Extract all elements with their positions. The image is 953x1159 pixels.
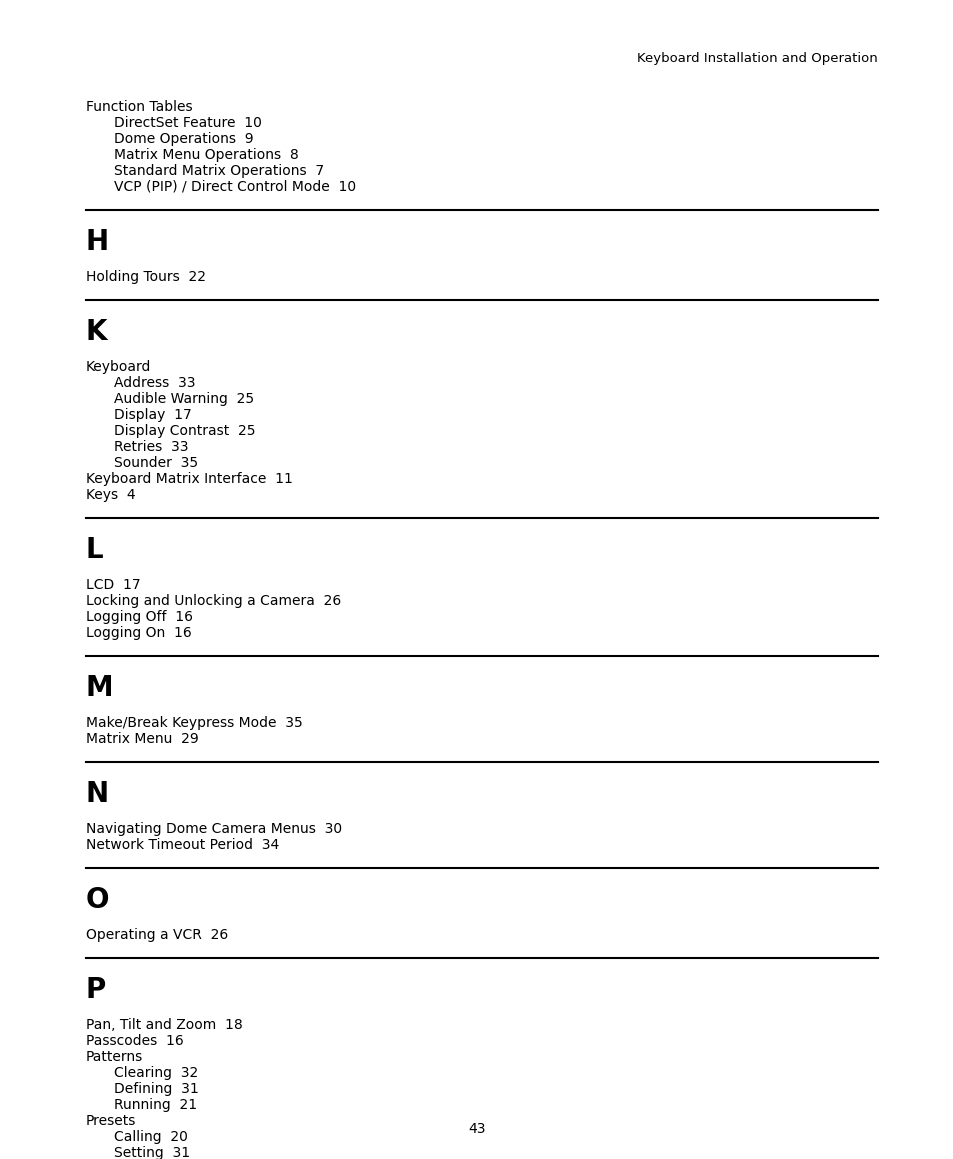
Text: M: M [86,675,113,702]
Text: Locking and Unlocking a Camera  26: Locking and Unlocking a Camera 26 [86,595,341,608]
Text: Calling  20: Calling 20 [113,1130,188,1144]
Text: Matrix Menu Operations  8: Matrix Menu Operations 8 [113,148,298,162]
Text: DirectSet Feature  10: DirectSet Feature 10 [113,116,262,130]
Text: Display Contrast  25: Display Contrast 25 [113,424,255,438]
Text: Setting  31: Setting 31 [113,1146,190,1159]
Text: Logging On  16: Logging On 16 [86,626,192,640]
Text: Presets: Presets [86,1114,136,1128]
Text: Keyboard Installation and Operation: Keyboard Installation and Operation [637,52,877,65]
Text: Keyboard Matrix Interface  11: Keyboard Matrix Interface 11 [86,472,293,486]
Text: Network Timeout Period  34: Network Timeout Period 34 [86,838,279,852]
Text: Keyboard: Keyboard [86,360,152,374]
Text: Running  21: Running 21 [113,1098,197,1111]
Text: Defining  31: Defining 31 [113,1083,198,1096]
Text: VCP (PIP) / Direct Control Mode  10: VCP (PIP) / Direct Control Mode 10 [113,180,355,194]
Text: Operating a VCR  26: Operating a VCR 26 [86,928,228,942]
Text: P: P [86,976,106,1004]
Text: Dome Operations  9: Dome Operations 9 [113,132,253,146]
Text: Keys  4: Keys 4 [86,488,135,502]
Text: Matrix Menu  29: Matrix Menu 29 [86,732,198,746]
Text: Logging Off  16: Logging Off 16 [86,610,193,624]
Text: Standard Matrix Operations  7: Standard Matrix Operations 7 [113,165,324,178]
Text: Clearing  32: Clearing 32 [113,1066,198,1080]
Text: Passcodes  16: Passcodes 16 [86,1034,184,1048]
Text: L: L [86,535,104,564]
Text: O: O [86,885,110,914]
Text: 43: 43 [468,1122,485,1136]
Text: Sounder  35: Sounder 35 [113,455,198,471]
Text: K: K [86,318,108,347]
Text: N: N [86,780,109,808]
Text: Make/Break Keypress Mode  35: Make/Break Keypress Mode 35 [86,716,302,730]
Text: Function Tables: Function Tables [86,100,193,114]
Text: Pan, Tilt and Zoom  18: Pan, Tilt and Zoom 18 [86,1018,242,1032]
Text: LCD  17: LCD 17 [86,578,140,592]
Text: Address  33: Address 33 [113,376,195,389]
Text: Holding Tours  22: Holding Tours 22 [86,270,206,284]
Text: Navigating Dome Camera Menus  30: Navigating Dome Camera Menus 30 [86,822,342,836]
Text: Retries  33: Retries 33 [113,440,189,454]
Text: Patterns: Patterns [86,1050,143,1064]
Text: Display  17: Display 17 [113,408,192,422]
Text: Audible Warning  25: Audible Warning 25 [113,392,253,406]
Text: H: H [86,228,109,256]
